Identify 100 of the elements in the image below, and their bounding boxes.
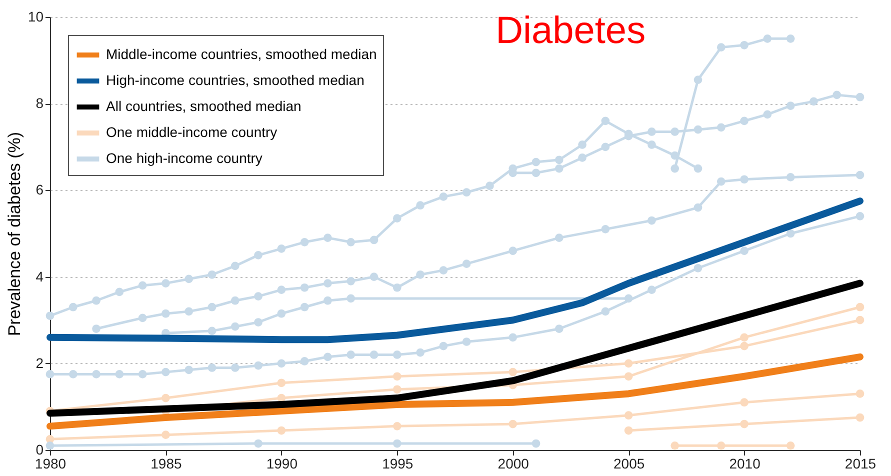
point: [277, 359, 286, 368]
point: [370, 272, 378, 281]
point: [601, 142, 610, 152]
point: [624, 359, 633, 368]
point: [300, 283, 309, 292]
point: [532, 439, 540, 448]
point: [138, 314, 147, 322]
point: [508, 333, 518, 342]
x-tick-label: 2005: [613, 456, 645, 472]
point: [346, 276, 356, 286]
point: [648, 128, 656, 136]
point: [439, 342, 448, 350]
point: [716, 43, 726, 52]
point: [578, 140, 586, 149]
point: [277, 378, 286, 388]
point: [554, 156, 564, 164]
point: [184, 274, 194, 284]
point: [554, 324, 564, 333]
point: [786, 34, 795, 43]
point: [277, 426, 286, 435]
point: [670, 441, 680, 450]
point: [115, 288, 124, 296]
point: [230, 364, 240, 372]
legend-label: One high-income country: [106, 150, 262, 166]
x-tick-label: 2015: [844, 456, 876, 472]
point: [277, 244, 286, 253]
point: [740, 333, 748, 342]
point: [763, 34, 772, 43]
point: [740, 116, 748, 126]
point: [208, 302, 216, 312]
x-tick-label: 2000: [498, 456, 530, 472]
point: [324, 296, 332, 305]
point: [184, 366, 194, 374]
y-tick-label: 10: [28, 8, 44, 24]
point: [486, 182, 494, 190]
point: [92, 324, 100, 333]
point: [392, 214, 402, 223]
point: [370, 236, 378, 244]
point: [462, 188, 471, 197]
point: [162, 394, 170, 402]
point: [648, 140, 656, 149]
point: [716, 123, 726, 132]
point: [716, 177, 726, 186]
point: [230, 296, 240, 305]
point: [856, 413, 864, 422]
point: [740, 342, 748, 350]
point: [786, 173, 795, 182]
point: [786, 441, 795, 450]
point: [856, 170, 864, 180]
y-axis-title: Prevalence of diabetes (%): [4, 132, 24, 336]
point: [786, 229, 795, 238]
point: [624, 411, 633, 420]
point: [716, 441, 726, 450]
point: [254, 292, 262, 300]
point: [254, 439, 262, 448]
point: [162, 368, 170, 376]
point: [346, 238, 356, 246]
y-tick-label: 6: [36, 182, 44, 198]
point: [324, 234, 332, 242]
point: [346, 350, 356, 359]
point: [392, 439, 402, 448]
point: [462, 338, 471, 346]
point: [694, 76, 702, 84]
point: [624, 426, 633, 435]
point: [508, 420, 518, 428]
point: [300, 302, 309, 312]
point: [277, 309, 286, 318]
legend-label: High-income countries, smoothed median: [106, 72, 364, 88]
point: [392, 350, 402, 359]
point: [554, 234, 564, 242]
point: [162, 309, 170, 318]
point: [648, 216, 656, 225]
x-tick-label: 2010: [729, 456, 761, 472]
x-tick-label: 1995: [382, 456, 414, 472]
point: [416, 201, 424, 210]
point: [740, 175, 748, 184]
legend-label: One middle-income country: [106, 124, 278, 140]
point: [162, 430, 170, 440]
point: [254, 250, 262, 260]
point: [694, 125, 702, 134]
point: [300, 238, 309, 246]
point: [601, 224, 610, 234]
point: [856, 212, 864, 220]
point: [532, 168, 540, 178]
point: [68, 302, 78, 312]
point: [786, 102, 795, 110]
point: [416, 348, 424, 357]
point: [254, 361, 262, 370]
point: [832, 90, 842, 100]
point: [462, 260, 471, 268]
point: [694, 203, 702, 212]
point: [439, 266, 448, 274]
point: [670, 128, 680, 136]
point: [740, 398, 748, 407]
point: [230, 322, 240, 331]
point: [392, 422, 402, 430]
point: [856, 390, 864, 398]
point: [601, 307, 610, 316]
x-tick-label: 1985: [150, 456, 182, 472]
legend-label: All countries, smoothed median: [106, 98, 302, 114]
